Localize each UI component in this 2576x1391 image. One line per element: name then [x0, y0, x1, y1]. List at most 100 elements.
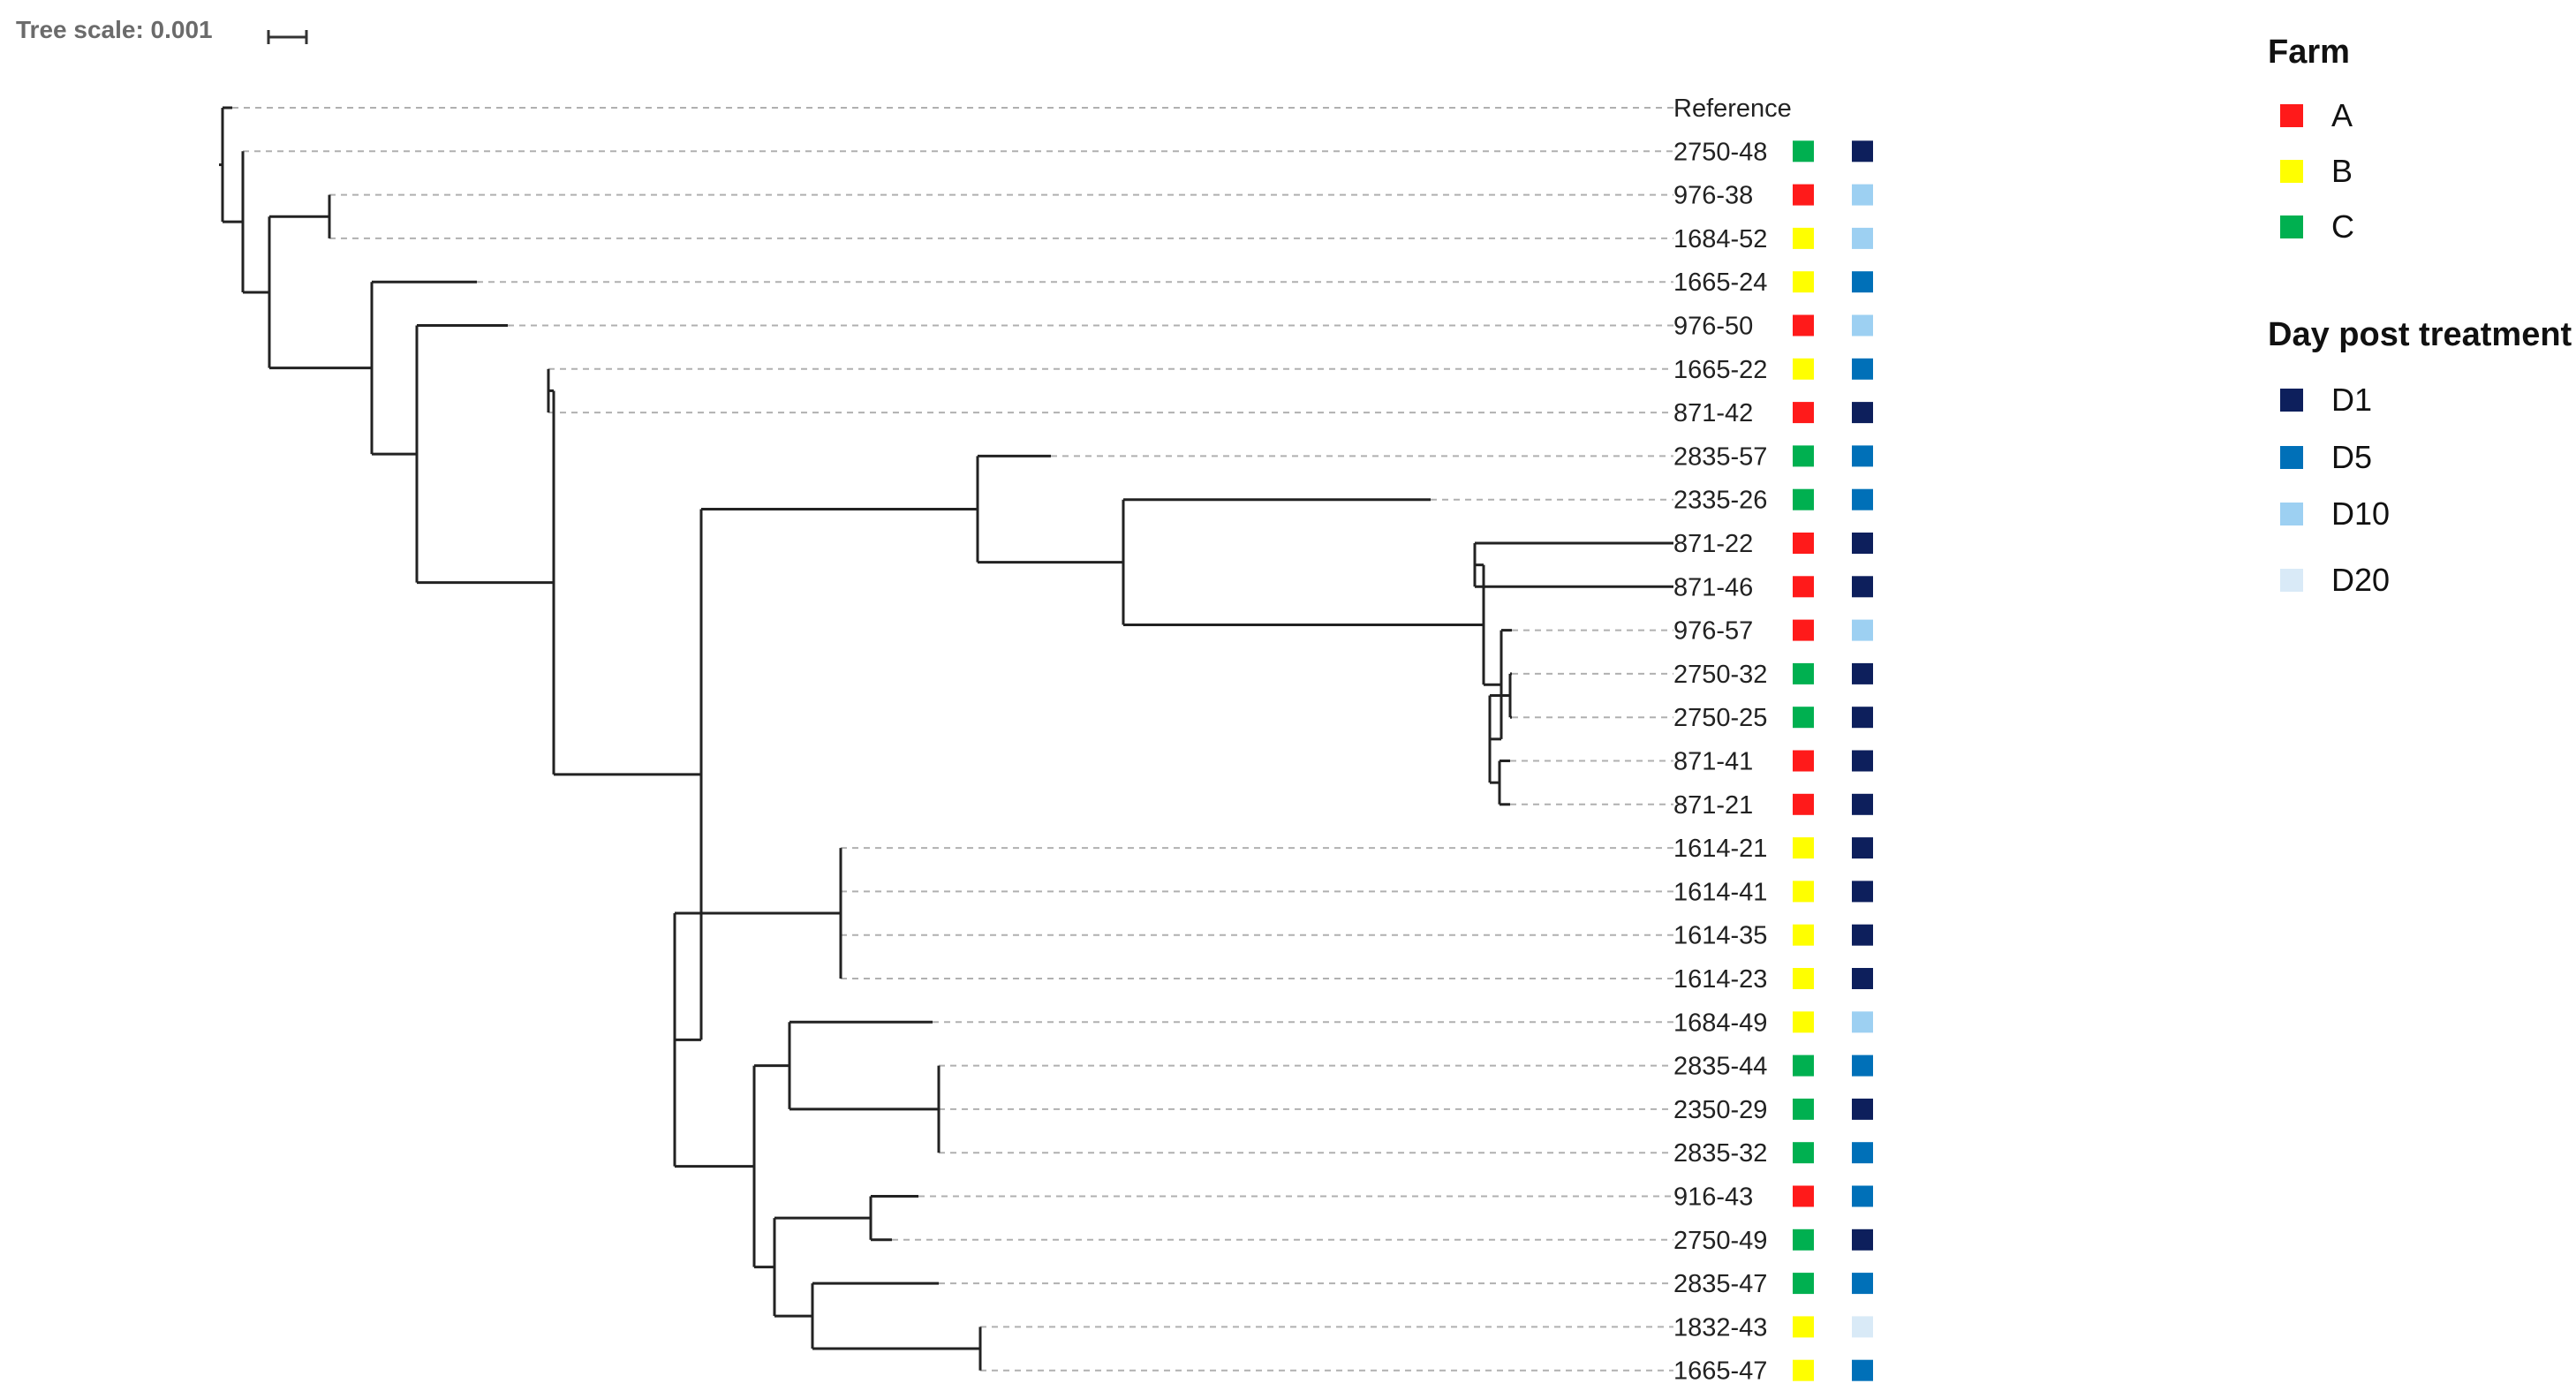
farm-square	[1793, 750, 1814, 772]
day-legend-item-d1: D1	[2280, 382, 2372, 418]
farm-square	[1793, 707, 1814, 729]
legend-label: C	[2331, 208, 2354, 245]
farm-square	[1793, 140, 1814, 163]
leaf-label: 871-21	[1673, 791, 1753, 820]
leaf-label: 976-38	[1673, 182, 1753, 210]
farm-square	[1793, 1359, 1814, 1381]
farm-square	[1793, 968, 1814, 989]
day-square	[1852, 1142, 1873, 1164]
leaf-label: 1665-22	[1673, 356, 1767, 384]
leaf-label: 871-46	[1673, 573, 1753, 601]
farm-square	[1793, 881, 1814, 903]
day-square	[1852, 1185, 1873, 1207]
farm-square	[1793, 1055, 1814, 1077]
legend-label: D1	[2331, 382, 2373, 418]
tree-scale-label: Tree scale: 0.001	[16, 16, 213, 43]
day-square	[1852, 924, 1873, 946]
day-square	[1852, 445, 1873, 467]
legend-label: D10	[2331, 495, 2391, 532]
day-square	[1852, 184, 1873, 206]
swatch-square-icon	[2280, 160, 2303, 183]
day-square	[1852, 358, 1873, 380]
legend-label: A	[2331, 97, 2353, 133]
farm-square	[1793, 1098, 1814, 1120]
day-square	[1852, 1273, 1873, 1295]
day-square	[1852, 793, 1873, 815]
farm-legend-item-b: B	[2280, 153, 2353, 189]
farm-square	[1793, 793, 1814, 815]
farm-annotation-column	[1793, 140, 1814, 1381]
day-square	[1852, 576, 1873, 598]
leaf-label: 2750-32	[1673, 661, 1767, 689]
leaf-label: 2350-29	[1673, 1096, 1767, 1124]
day-square	[1852, 837, 1873, 859]
farm-square	[1793, 837, 1814, 859]
day-square	[1852, 314, 1873, 336]
leaf-label: 2835-57	[1673, 442, 1767, 471]
farm-legend-title: Farm	[2268, 34, 2350, 71]
leaf-labels: Reference 2750-48 976-38 1684-52 1665-24 976-…	[1673, 94, 1792, 1386]
day-square	[1852, 140, 1873, 163]
farm-square	[1793, 533, 1814, 554]
farm-square	[1793, 488, 1814, 510]
leaf-label: 2750-49	[1673, 1227, 1767, 1255]
day-square	[1852, 619, 1873, 641]
day-square	[1852, 1228, 1873, 1251]
leaf-label: 1614-35	[1673, 922, 1767, 950]
leaf-label: 1665-24	[1673, 268, 1767, 297]
swatch-square-icon	[2280, 389, 2303, 412]
farm-square	[1793, 1011, 1814, 1033]
day-square	[1852, 402, 1873, 424]
farm-square	[1793, 445, 1814, 467]
farm-square	[1793, 184, 1814, 206]
leaf-label: 1614-41	[1673, 878, 1767, 906]
farm-square	[1793, 314, 1814, 336]
farm-square	[1793, 358, 1814, 380]
day-square	[1852, 968, 1873, 989]
swatch-square-icon	[2280, 215, 2303, 238]
day-square	[1852, 750, 1873, 772]
swatch-square-icon	[2280, 446, 2303, 469]
day-square	[1852, 1359, 1873, 1381]
farm-square	[1793, 402, 1814, 424]
day-square	[1852, 533, 1873, 554]
day-legend-item-d20: D20	[2280, 562, 2390, 598]
leaf-label: 2835-47	[1673, 1270, 1767, 1298]
farm-square	[1793, 576, 1814, 598]
farm-square	[1793, 1185, 1814, 1207]
day-square	[1852, 1011, 1873, 1033]
legend-label: B	[2331, 153, 2353, 189]
day-legend-item-d5: D5	[2280, 439, 2372, 475]
leaf-label: 1684-49	[1673, 1009, 1767, 1037]
swatch-square-icon	[2280, 503, 2303, 525]
leaf-label: 1614-23	[1673, 965, 1767, 994]
swatch-square-icon	[2280, 104, 2303, 127]
leaf-label: 2835-44	[1673, 1053, 1767, 1081]
leaf-label: 1832-43	[1673, 1313, 1767, 1342]
farm-square	[1793, 662, 1814, 684]
farm-square	[1793, 924, 1814, 946]
day-square	[1852, 662, 1873, 684]
leaf-label: 871-22	[1673, 530, 1753, 558]
leaf-leader-lines	[232, 107, 1673, 1372]
leaf-label: 1684-52	[1673, 225, 1767, 253]
farm-square	[1793, 1142, 1814, 1164]
tree-branches	[219, 106, 1673, 1371]
leaf-label: 2835-32	[1673, 1139, 1767, 1168]
leaf-label: 871-42	[1673, 399, 1753, 427]
day-legend-item-d10: D10	[2280, 495, 2391, 532]
day-legend-title: Day post treatment	[2268, 316, 2572, 353]
farm-square	[1793, 1228, 1814, 1251]
farm-square	[1793, 1273, 1814, 1295]
day-square	[1852, 271, 1873, 293]
farm-square	[1793, 227, 1814, 249]
farm-legend-item-a: A	[2280, 97, 2353, 133]
day-square	[1852, 488, 1873, 510]
day-square	[1852, 1055, 1873, 1077]
farm-square	[1793, 619, 1814, 641]
leaf-label: Reference	[1673, 94, 1792, 123]
day-square	[1852, 1316, 1873, 1338]
leaf-label: 976-57	[1673, 617, 1753, 646]
